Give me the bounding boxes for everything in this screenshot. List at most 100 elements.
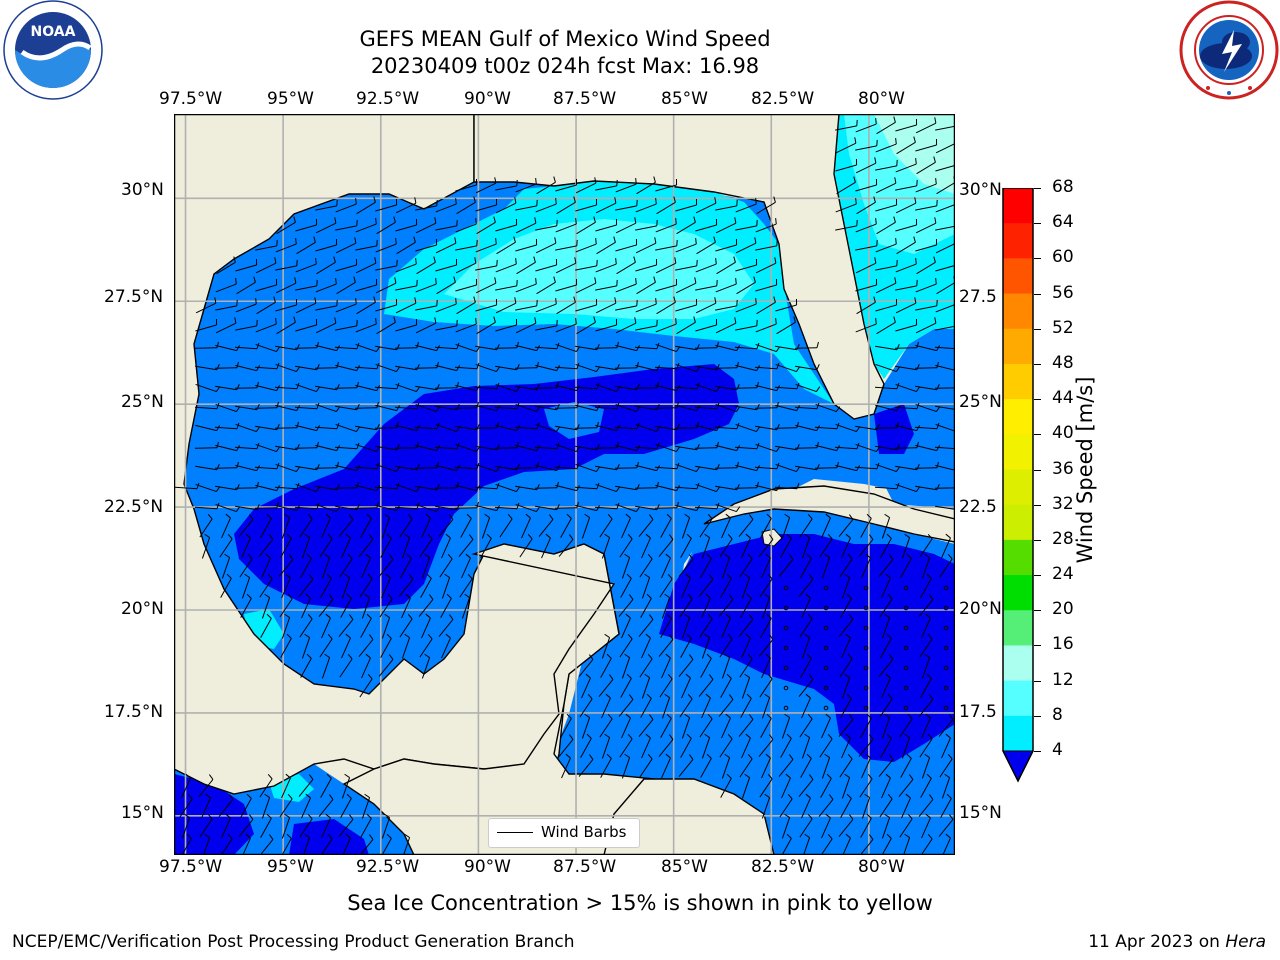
wind-barb-flag (854, 137, 857, 144)
wind-barb (899, 818, 913, 838)
wind-barb (614, 426, 638, 430)
colorbar-tick-label: 52 (1052, 317, 1074, 338)
wind-barb (855, 123, 877, 133)
wind-barb-flag (945, 533, 951, 539)
wind-barb-flag (653, 176, 656, 183)
wind-barb (776, 321, 796, 335)
wind-barb-flag (307, 514, 313, 520)
wind-barb-flag (607, 714, 613, 720)
wind-barb-flag (648, 714, 654, 720)
wind-barb (675, 404, 697, 412)
wind-barb (495, 383, 517, 393)
wind-barb (295, 263, 317, 273)
wind-barb (401, 597, 411, 619)
wind-barb-flag (535, 506, 541, 512)
wind-barb (338, 619, 354, 637)
wind-barb-flag (456, 381, 459, 388)
wind-barb-flag (386, 833, 392, 839)
wind-barb (859, 839, 874, 855)
wind-barb-flag (664, 593, 670, 599)
wind-barb-flag (368, 534, 374, 540)
wind-barb (495, 224, 517, 232)
wind-barb-flag (795, 366, 801, 372)
wind-barb-flag (616, 341, 619, 348)
wind-barb-flag (744, 573, 750, 579)
wind-barb (236, 281, 256, 295)
wind-barb (875, 143, 897, 153)
wind-barb (661, 757, 671, 779)
wind-barb-flag (795, 466, 801, 472)
wind-barb (295, 465, 317, 471)
wind-barb (495, 483, 517, 493)
wind-barb (354, 366, 378, 370)
wind-barb (315, 283, 337, 293)
wind-barb-flag (845, 533, 851, 539)
wind-barb (595, 185, 617, 191)
wind-barb (421, 517, 431, 539)
wind-barb (635, 242, 657, 254)
wind-barb-flag (627, 734, 633, 740)
wind-barb-flag (406, 553, 412, 559)
lon-label-top: 87.5°W (553, 89, 617, 109)
chart-subtitle: 20230409 t00z 024h fcst Max: 16.98 (370, 54, 760, 78)
wind-barb-flag (327, 634, 333, 640)
wind-barb (716, 261, 736, 275)
wind-barb (255, 245, 277, 251)
wind-barb-flag (456, 365, 461, 371)
wind-barb-flag (894, 177, 897, 184)
wind-barb (875, 445, 897, 451)
wind-barb-flag (184, 813, 190, 819)
wind-barb (279, 798, 293, 818)
wind-barb (778, 759, 794, 777)
wind-barb-flag (553, 276, 556, 283)
wind-barb-flag (356, 342, 360, 349)
wind-barb-flag (808, 574, 814, 580)
lon-label-top: 92.5°W (356, 89, 420, 109)
wind-barb (735, 405, 757, 411)
wind-barb-flag (946, 793, 952, 799)
wind-barb (899, 718, 913, 738)
wind-barb-flag (773, 296, 776, 303)
wind-barb (295, 483, 317, 493)
wind-barb (938, 719, 954, 737)
wind-barb-flag (768, 734, 774, 740)
wind-barb (799, 818, 813, 838)
wind-barb (238, 519, 254, 537)
wind-barb (554, 366, 578, 370)
calm-barb (783, 625, 789, 631)
wind-barb-flag (727, 534, 733, 540)
footer-date-text: 11 Apr 2023 on (1088, 932, 1226, 952)
wind-barb-flag (915, 386, 921, 392)
wind-barb-flag (293, 216, 296, 223)
wind-barb (441, 637, 451, 659)
wind-barb (495, 324, 517, 332)
wind-barb (656, 301, 676, 315)
wind-barb (434, 446, 458, 450)
wind-barb-flag (796, 444, 800, 450)
wind-barb (655, 443, 677, 453)
wind-barb-flag (914, 297, 917, 304)
wind-barb (475, 463, 497, 473)
wind-barb (879, 698, 893, 718)
wind-barb-flag (708, 574, 714, 580)
wind-barb (278, 559, 294, 577)
wind-barb (635, 325, 657, 331)
wind-barb-flag (807, 614, 813, 620)
wind-barb-flag (816, 364, 820, 370)
wind-barb (861, 797, 871, 819)
wind-barb (615, 322, 637, 334)
wind-barb-flag (916, 441, 919, 448)
wind-barb (536, 181, 556, 195)
wind-barb-flag (656, 442, 660, 449)
wind-barb-flag (616, 402, 620, 409)
wind-barb-flag (727, 634, 733, 640)
calm-barb (823, 685, 829, 691)
colorbar-tick-label: 28 (1052, 528, 1074, 549)
wind-barb (279, 598, 293, 618)
wind-barb-flag (634, 217, 637, 224)
wind-barb (376, 221, 396, 235)
wind-barb (235, 505, 257, 511)
wind-barb (855, 145, 877, 151)
wind-barb (575, 345, 597, 351)
wind-barb (699, 718, 713, 738)
